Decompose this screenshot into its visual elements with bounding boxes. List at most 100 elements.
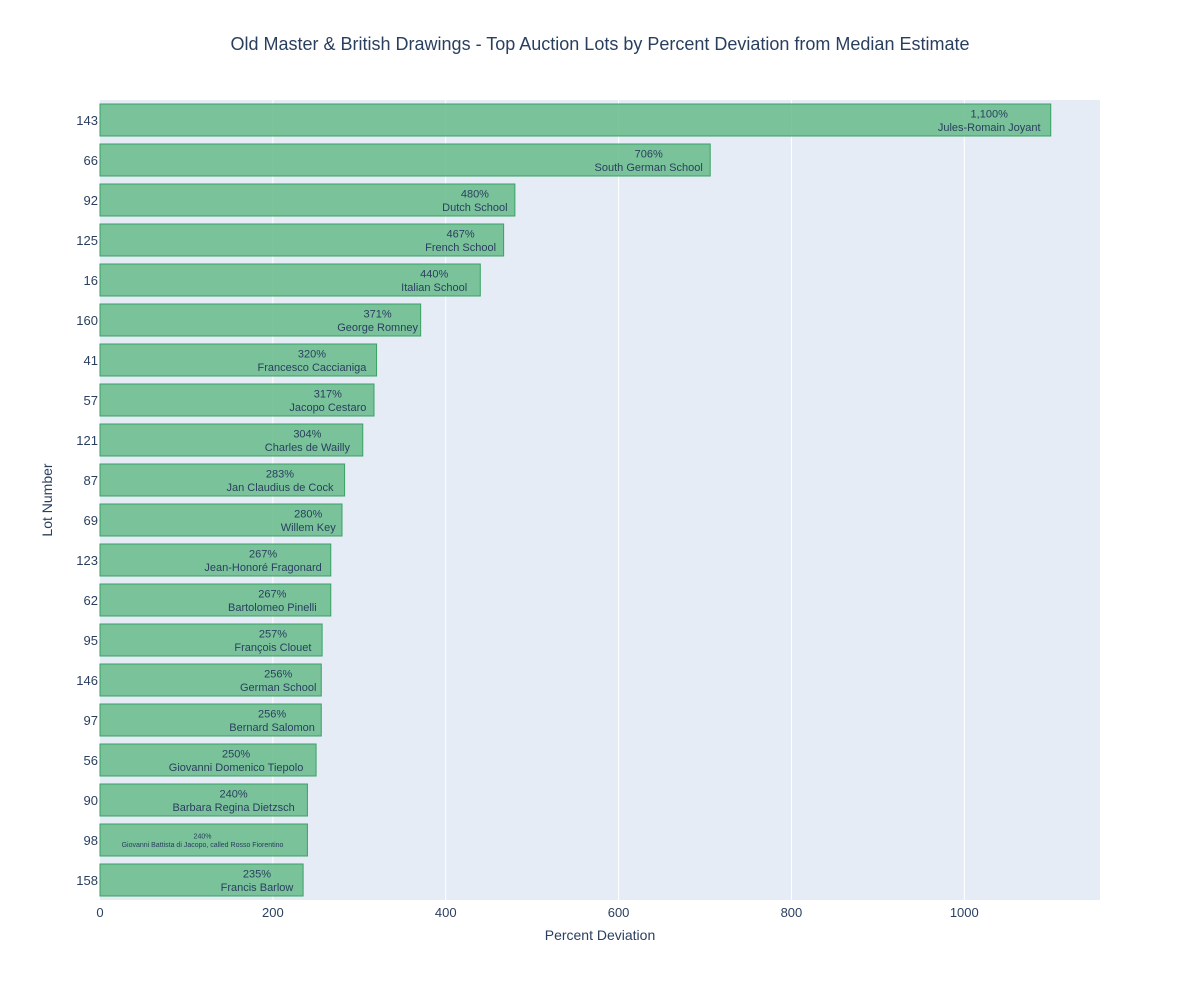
x-tick-label: 400 [435,905,457,920]
bar-artist-label: Bartolomeo Pinelli [228,602,317,614]
bar-value-label: 320% [298,348,326,360]
bar-label: 371% George Romney [337,308,418,334]
y-tick-label: 95 [84,633,98,648]
bar-artist-label: Jan Claudius de Cock [226,482,334,494]
bar-artist-label: Barbara Regina Dietzsch [172,802,294,814]
y-axis-title: Lot Number [39,463,55,536]
bar-artist-label: Francis Barlow [221,882,294,894]
y-tick-label: 92 [84,193,98,208]
bar-value-label: 257% [259,628,287,640]
bar-artist-label: Jean-Honoré Fragonard [204,562,321,574]
bar-value-label: 256% [264,668,292,680]
bar-lot-62 [99,583,332,617]
bar-value-label: 480% [461,188,489,200]
bar-artist-label: Giovanni Battista di Jacopo, called Ross… [122,842,284,849]
bar-lot-146 [99,663,322,697]
bar-label: 235% Francis Barlow [221,868,294,894]
y-tick-label: 87 [84,473,98,488]
bar-lot-160 [99,303,422,337]
bar-lot-69 [99,503,343,537]
x-tick-label: 1000 [950,905,979,920]
bar-label: 320% Francesco Caccianiga [258,348,368,374]
bar-value-label: 280% [294,508,322,520]
y-tick-label: 57 [84,393,98,408]
plot-area [100,100,1100,900]
bar-artist-label: George Romney [337,322,418,334]
y-tick-label: 98 [84,833,98,848]
bar-label: 250% Giovanni Domenico Tiepolo [169,748,304,774]
bar-artist-label: Giovanni Domenico Tiepolo [169,762,304,774]
bar-artist-label: Jacopo Cestaro [289,402,366,414]
bar-value-label: 256% [258,708,286,720]
y-axis-ticks: 143 66 92 125 16 160 41 57 121 87 69 123 62 95 146 97 56… [76,113,98,888]
bar-artist-label: French School [425,242,496,254]
bar-value-label: 235% [243,868,271,880]
bar-lot-125 [99,223,505,257]
bar-value-label: 304% [293,428,321,440]
bar-label: 257% François Clouet [234,628,311,654]
bar-lot-92 [99,183,516,217]
bar-label: 256% Bernard Salomon [229,708,315,734]
bar-value-label: 267% [249,548,277,560]
bar-label: 317% Jacopo Cestaro [289,388,366,414]
bar-lot-41 [99,343,378,377]
bar-artist-label: Bernard Salomon [229,722,315,734]
bar-label: 1,100% Jules-Romain Joyant [938,108,1041,134]
y-tick-label: 66 [84,153,98,168]
bar-lot-123 [99,543,332,577]
bar-label: 283% Jan Claudius de Cock [226,468,334,494]
bars [99,103,1052,897]
bar-value-label: 240% [220,788,248,800]
bar-value-label: 706% [635,148,663,160]
bar-lot-90 [99,783,308,817]
y-tick-label: 143 [76,113,98,128]
bar-label: 280% Willem Key [281,508,337,534]
y-tick-label: 90 [84,793,98,808]
bar-artist-label: Francesco Caccianiga [258,362,368,374]
bar-value-label: 371% [364,308,392,320]
bar-lot-143 [99,103,1052,137]
y-tick-label: 16 [84,273,98,288]
bar-label: 480% Dutch School [442,188,507,214]
bar-lot-66 [99,143,711,177]
bar-lot-56 [99,743,317,777]
bar-artist-label: Charles de Wailly [265,442,351,454]
bar-label: 304% Charles de Wailly [265,428,351,454]
y-tick-label: 121 [76,433,98,448]
bar-labels: 1,100% Jules-Romain Joyant 706% South Germa… [122,108,1041,894]
bar-artist-label: François Clouet [234,642,311,654]
bar-label: 440% Italian School [401,268,467,294]
x-tick-label: 200 [262,905,284,920]
bar-lot-16 [99,263,481,297]
chart-title: Old Master & British Drawings - Top Auct… [231,34,970,54]
bar-label: 267% Jean-Honoré Fragonard [204,548,321,574]
bar-lot-158 [99,863,304,897]
y-tick-label: 123 [76,553,98,568]
bar-value-label: 240% [194,833,212,840]
bar-lot-87 [99,463,346,497]
bar-lot-95 [99,623,323,657]
bar-artist-label: Italian School [401,282,467,294]
x-tick-label: 800 [781,905,803,920]
bar-value-label: 250% [222,748,250,760]
y-tick-label: 56 [84,753,98,768]
bar-value-label: 440% [420,268,448,280]
bar-label: 240% Giovanni Battista di Jacopo, called … [122,833,284,849]
y-tick-label: 97 [84,713,98,728]
y-tick-label: 146 [76,673,98,688]
bar-label: 467% French School [425,228,496,254]
bar-lot-121 [99,423,364,457]
bar-label: 706% South German School [595,148,703,174]
y-tick-label: 41 [84,353,98,368]
bar-lot-57 [99,383,375,417]
bar-lot-98 [99,823,308,857]
bar-label: 267% Bartolomeo Pinelli [228,588,317,614]
bar-value-label: 317% [314,388,342,400]
y-tick-label: 69 [84,513,98,528]
x-tick-label: 600 [608,905,630,920]
bar-artist-label: Dutch School [442,202,507,214]
y-tick-label: 158 [76,873,98,888]
bar-artist-label: Jules-Romain Joyant [938,122,1041,134]
